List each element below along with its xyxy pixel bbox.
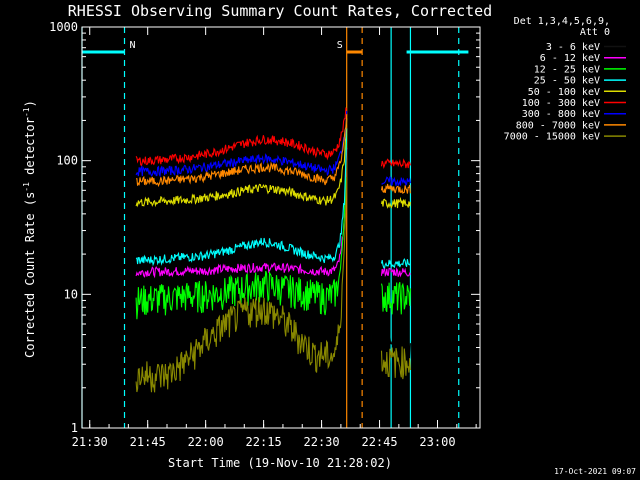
series-line (380, 282, 411, 315)
y-tick-label: 1000 (49, 20, 78, 34)
legend-label: 50 - 100 keV (528, 87, 600, 98)
y-tick-label: 100 (56, 154, 78, 168)
y-axis-label-mid: detector (23, 117, 37, 182)
legend-label: 300 - 800 keV (522, 109, 600, 120)
series-line (380, 327, 411, 360)
y-axis-label-sup: -1 (22, 182, 31, 192)
series-line (135, 110, 348, 178)
x-tick-label: 22:30 (304, 435, 340, 449)
series-line (136, 114, 348, 188)
legend-label: 800 - 7000 keV (516, 120, 600, 131)
legend-label: 6 - 12 keV (540, 53, 600, 64)
series-line (135, 147, 348, 279)
series-6 (135, 110, 411, 188)
series-line (380, 183, 411, 195)
series-line (135, 134, 348, 320)
series-line (135, 128, 348, 267)
y-axis-label: Corrected Count Rate (s-1 detector-1) (22, 100, 37, 358)
series-line (380, 196, 411, 209)
series-0 (135, 149, 411, 371)
status-bar-label: S (337, 40, 343, 51)
x-tick-label: 22:45 (361, 435, 397, 449)
legend-label: 12 - 25 keV (534, 64, 600, 75)
y-tick-label: 10 (64, 287, 78, 301)
legend-label: 25 - 50 keV (534, 76, 600, 87)
series-4 (135, 118, 411, 209)
legend-label: 100 - 300 keV (522, 98, 600, 109)
footer-timestamp: 17-Oct-2021 09:07 (554, 467, 636, 476)
x-tick-label: 23:00 (419, 435, 455, 449)
series-line (135, 118, 348, 208)
x-tick-label: 21:45 (130, 435, 166, 449)
status-bar-label: N (130, 40, 136, 51)
x-axis-label: Start Time (19-Nov-10 21:28:02) (168, 456, 392, 470)
series-1 (135, 147, 411, 279)
series-line (380, 257, 411, 269)
legend-header: Det 1,3,4,5,6,9, (514, 16, 610, 27)
series-line (135, 177, 348, 393)
legend-label: 3 - 6 keV (546, 42, 600, 53)
series-line (135, 107, 348, 167)
legend-header: Att 0 (580, 27, 610, 38)
y-axis-label-end: ) (23, 100, 37, 107)
y-tick-label: 1 (71, 421, 78, 435)
axes: 21:30 21:45 22:00 22:15 22:30 22:45 23:00 1 10 10… (49, 20, 480, 449)
x-tick-label: 21:30 (72, 435, 108, 449)
x-tick-label: 22:00 (188, 435, 224, 449)
series-line (380, 267, 411, 278)
plot-frame (81, 26, 481, 429)
series-line (380, 158, 411, 170)
series-8 (135, 177, 411, 393)
x-tick-label: 22:15 (246, 435, 282, 449)
series-7 (136, 114, 411, 195)
series-line (380, 346, 411, 380)
chart-title: RHESSI Observing Summary Count Rates, Co… (68, 2, 492, 20)
series-3 (135, 128, 411, 269)
series-5 (135, 107, 411, 170)
series-line (381, 176, 411, 188)
y-axis-label-sup: -1 (22, 107, 31, 117)
series-2 (135, 134, 411, 320)
series-line (135, 149, 348, 371)
legend-label: 7000 - 15000 keV (504, 132, 600, 143)
y-axis-label-part: Corrected Count Rate (s (23, 192, 37, 358)
series-group (135, 107, 411, 393)
